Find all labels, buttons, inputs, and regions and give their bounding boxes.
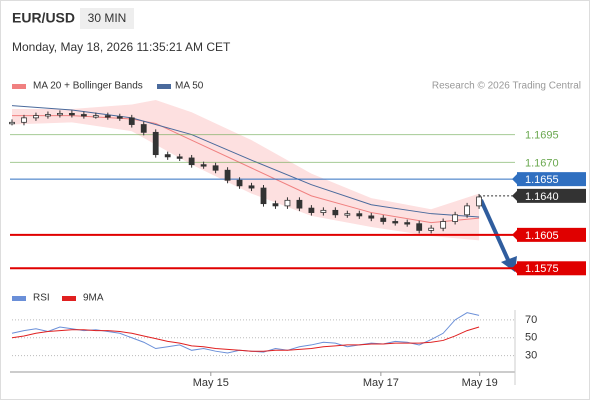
legend-label: MA 20 + Bollinger Bands — [33, 81, 143, 92]
level-box-tip — [512, 263, 517, 274]
candle-body — [308, 207, 315, 213]
x-tick-label: May 15 — [193, 377, 229, 389]
candle-body — [45, 114, 51, 117]
level-box — [517, 172, 586, 187]
candle-body — [21, 117, 27, 123]
candle-body — [332, 209, 339, 216]
level-label: 1.1670 — [525, 157, 559, 169]
chart-title: EUR/USD — [12, 10, 75, 26]
candle-body — [404, 222, 411, 225]
candle-body — [176, 156, 183, 159]
candle-body — [368, 215, 375, 219]
candle-body — [380, 217, 387, 222]
candle-body — [152, 131, 159, 156]
legend-swatch — [157, 84, 171, 89]
level-label: 1.1695 — [525, 129, 559, 141]
subtitle: Monday, May 18, 2026 11:35:21 AM CET — [12, 40, 231, 54]
credit: Research © 2026 Trading Central — [432, 81, 581, 92]
candle-body — [128, 117, 135, 125]
level-box-tip — [512, 174, 517, 185]
candle-body — [188, 157, 195, 166]
ma-line — [11, 105, 480, 218]
candle-body — [260, 187, 267, 205]
legend-swatch — [12, 84, 26, 89]
candle-body — [200, 164, 207, 167]
x-tick-label: May 17 — [363, 377, 399, 389]
rsi-tick-label: 70 — [525, 314, 537, 326]
level-label: 1.1575 — [525, 263, 559, 275]
candle-body — [80, 114, 87, 117]
candle-body — [356, 213, 363, 217]
x-tick-label: May 19 — [462, 377, 498, 389]
candle-body — [164, 154, 171, 158]
candle-body — [440, 221, 447, 229]
timeframe: 30 MIN — [88, 11, 127, 25]
level-box — [517, 261, 586, 276]
candle-body — [392, 221, 399, 224]
level-label: 1.1655 — [525, 174, 559, 186]
candle-body — [140, 124, 147, 133]
level-label: 1.1640 — [525, 191, 559, 203]
candle-body — [320, 209, 327, 213]
candle-body — [57, 113, 63, 116]
forecast-arrow — [479, 199, 511, 263]
candle-body — [344, 213, 351, 216]
candle-body — [224, 169, 231, 181]
rsi-tick-label: 50 — [525, 332, 537, 344]
candle-body — [116, 116, 123, 119]
rsi-tick-label: 30 — [525, 350, 537, 362]
legend-swatch — [12, 296, 26, 301]
candle-body — [33, 115, 39, 119]
candle-body — [452, 214, 459, 222]
candle-body — [284, 199, 291, 207]
level-box — [517, 227, 586, 242]
legend-label: MA 50 — [175, 81, 204, 92]
candle-body — [476, 196, 482, 207]
bollinger-band — [12, 100, 480, 241]
candle-body — [248, 185, 255, 189]
candle-body — [236, 179, 243, 187]
legend-label: RSI — [33, 293, 50, 304]
level-label: 1.1605 — [525, 230, 559, 242]
candle-body — [92, 115, 99, 118]
level-box — [517, 188, 586, 203]
candle-body — [104, 115, 111, 118]
candle-body — [212, 165, 219, 171]
level-box-tip — [512, 229, 517, 240]
candle-body — [464, 205, 470, 216]
candle-body — [428, 227, 435, 231]
ma20-line — [12, 115, 480, 224]
timeframe-box — [80, 8, 134, 29]
candle-body — [68, 113, 75, 116]
candle-body — [416, 223, 423, 231]
level-box-tip — [512, 190, 517, 201]
legend-swatch — [62, 296, 76, 301]
candle-body — [296, 199, 303, 209]
rsi-line — [11, 312, 480, 354]
candle-body — [9, 121, 15, 125]
legend-label: 9MA — [83, 293, 104, 304]
candle-body — [272, 203, 279, 207]
rsi-line — [11, 326, 480, 352]
